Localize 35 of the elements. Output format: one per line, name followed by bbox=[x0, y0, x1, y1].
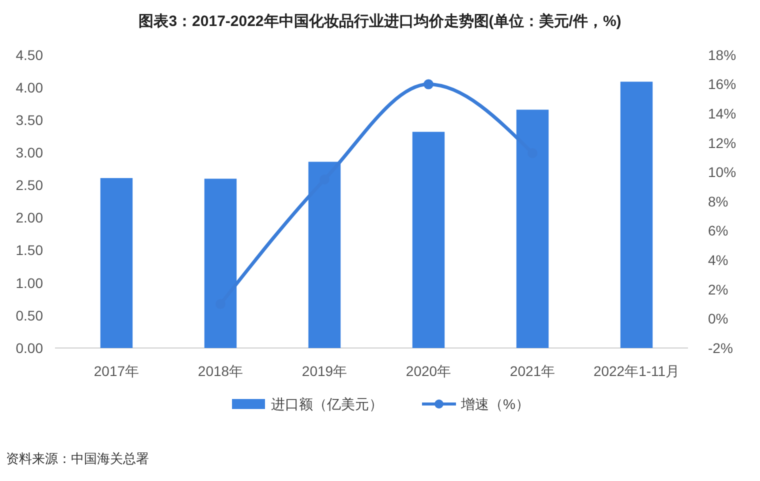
chart-title: 图表3：2017-2022年中国化妆品行业进口均价走势图(单位：美元/件，%) bbox=[138, 12, 622, 30]
x-tick-label: 2021年 bbox=[510, 363, 556, 379]
y2-tick-label: 8% bbox=[708, 193, 728, 210]
y-tick-label: 2.00 bbox=[16, 210, 44, 226]
legend-label: 进口额（亿美元） bbox=[271, 396, 383, 412]
point bbox=[424, 79, 434, 90]
y-tick-label: 3.50 bbox=[16, 112, 44, 128]
x-tick-label: 2019年 bbox=[302, 363, 348, 379]
y2-tick-label: -2% bbox=[708, 340, 733, 356]
y-tick-label: 0.00 bbox=[16, 340, 44, 356]
bar bbox=[412, 132, 445, 348]
bar bbox=[100, 178, 133, 348]
bar bbox=[620, 82, 653, 348]
y-tick-label: 2.50 bbox=[16, 177, 44, 194]
y2-tick-label: 4% bbox=[708, 252, 728, 268]
y2-tick-label: 16% bbox=[708, 76, 736, 92]
x-tick-label: 2022年1-11月 bbox=[593, 363, 680, 379]
text: 资料来源：中国海关总署 bbox=[6, 451, 149, 466]
y-tick-label: 4.00 bbox=[16, 79, 44, 96]
x-tick-label: 2018年 bbox=[198, 363, 244, 379]
y2-tick-label: 12% bbox=[708, 134, 736, 151]
y-tick-label: 3.00 bbox=[16, 144, 44, 161]
x-tick-label: 2017年 bbox=[94, 363, 140, 379]
y2-tick-label: 10% bbox=[708, 164, 736, 180]
y-tick-label: 4.50 bbox=[16, 46, 44, 63]
y-tick-label: 1.00 bbox=[16, 274, 44, 291]
y2-tick-label: 6% bbox=[708, 222, 728, 239]
y-tick-label: 1.50 bbox=[16, 242, 44, 258]
x-tick-label: 2020年 bbox=[406, 363, 452, 379]
legend-label: 增速（%） bbox=[460, 396, 530, 412]
y2-tick-label: 0% bbox=[708, 310, 728, 327]
y2-tick-label: 14% bbox=[708, 106, 736, 122]
y2-tick-label: 2% bbox=[708, 281, 728, 298]
y2-tick-label: 18% bbox=[708, 46, 736, 63]
y-tick-label: 0.50 bbox=[16, 307, 44, 324]
